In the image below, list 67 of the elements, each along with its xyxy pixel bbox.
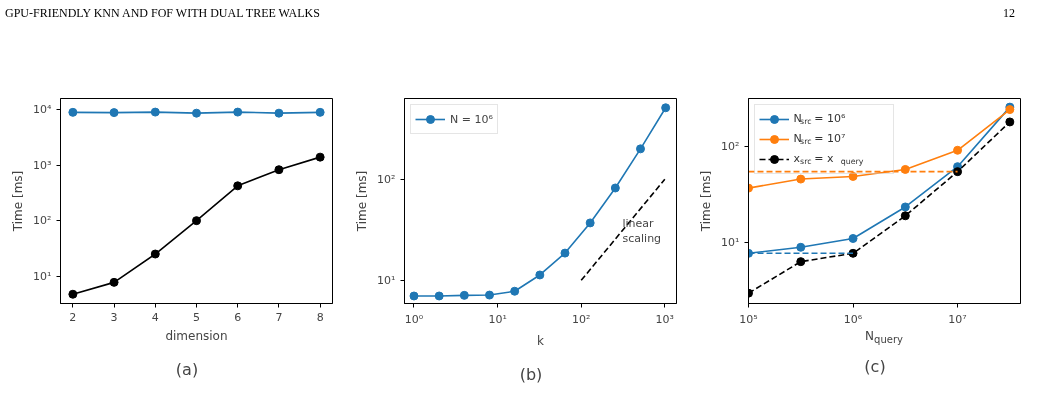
text: (c) — [863, 356, 887, 378]
y-tick-label: 10¹ — [33, 269, 52, 283]
y-axis-title: Time [ms] — [355, 170, 370, 233]
point — [610, 183, 620, 193]
point — [535, 270, 545, 280]
point — [274, 108, 284, 118]
point — [68, 107, 78, 117]
x-axis-title: k — [537, 333, 545, 348]
x-tick-label: 6 — [234, 310, 242, 324]
x-tick-label: 10¹ — [488, 312, 507, 326]
point — [484, 290, 494, 300]
point — [109, 277, 119, 287]
point — [274, 165, 284, 175]
x-tick-label: 10² — [572, 312, 591, 326]
x-tick-label: 5 — [193, 310, 200, 324]
point — [510, 286, 520, 296]
text: (b) — [518, 364, 544, 386]
legend-label: N = 10⁶ — [450, 111, 493, 128]
point — [900, 164, 910, 174]
point — [900, 202, 910, 212]
x-axis-title: dimension — [165, 328, 228, 343]
point — [315, 107, 325, 117]
text: GPU-FRIENDLY KNN AND FOF WITH DUAL TREE WALKS — [5, 5, 320, 22]
point — [233, 107, 243, 117]
y-tick-label: 10² — [33, 214, 52, 228]
x-tick-label: 8 — [316, 310, 324, 324]
x-tick-label: 10⁰ — [404, 312, 424, 326]
x-tick-label: 4 — [151, 310, 159, 324]
point — [796, 257, 806, 267]
point — [68, 289, 78, 299]
point — [434, 291, 444, 301]
point — [192, 108, 201, 118]
annotation: linear scaling — [622, 216, 662, 246]
point — [315, 152, 325, 162]
point — [900, 211, 910, 221]
point — [661, 103, 671, 113]
point — [796, 242, 806, 252]
y-axis-title: Time [ms] — [11, 170, 26, 233]
y-tick-label: 10³ — [33, 158, 52, 172]
x-tick-label: 10⁶ — [843, 312, 863, 326]
point — [848, 234, 858, 243]
text: 12 — [1003, 5, 1015, 22]
x-tick-label: 10⁵ — [739, 312, 758, 326]
point — [848, 248, 858, 258]
text: (a) — [174, 359, 200, 381]
point — [1005, 117, 1015, 127]
point — [796, 174, 806, 184]
point — [150, 249, 160, 259]
point — [459, 290, 469, 300]
point — [636, 144, 645, 154]
point — [109, 108, 119, 118]
y-tick-label: 10⁴ — [33, 103, 53, 117]
x-tick-label: 2 — [69, 310, 77, 324]
point — [192, 216, 201, 226]
x-tick-label: 10⁷ — [948, 312, 967, 326]
y-axis-title: Time [ms] — [699, 170, 714, 233]
point — [953, 167, 963, 177]
point — [150, 107, 160, 117]
point — [560, 248, 570, 258]
x-axis-title: N$_{query}$ — [864, 328, 904, 348]
x-tick-label: 10³ — [655, 312, 675, 326]
x-tick-label: 3 — [110, 310, 118, 324]
point — [953, 145, 963, 155]
point — [233, 181, 243, 191]
point — [409, 291, 419, 301]
x-tick-label: 7 — [275, 310, 283, 324]
point — [585, 218, 595, 228]
